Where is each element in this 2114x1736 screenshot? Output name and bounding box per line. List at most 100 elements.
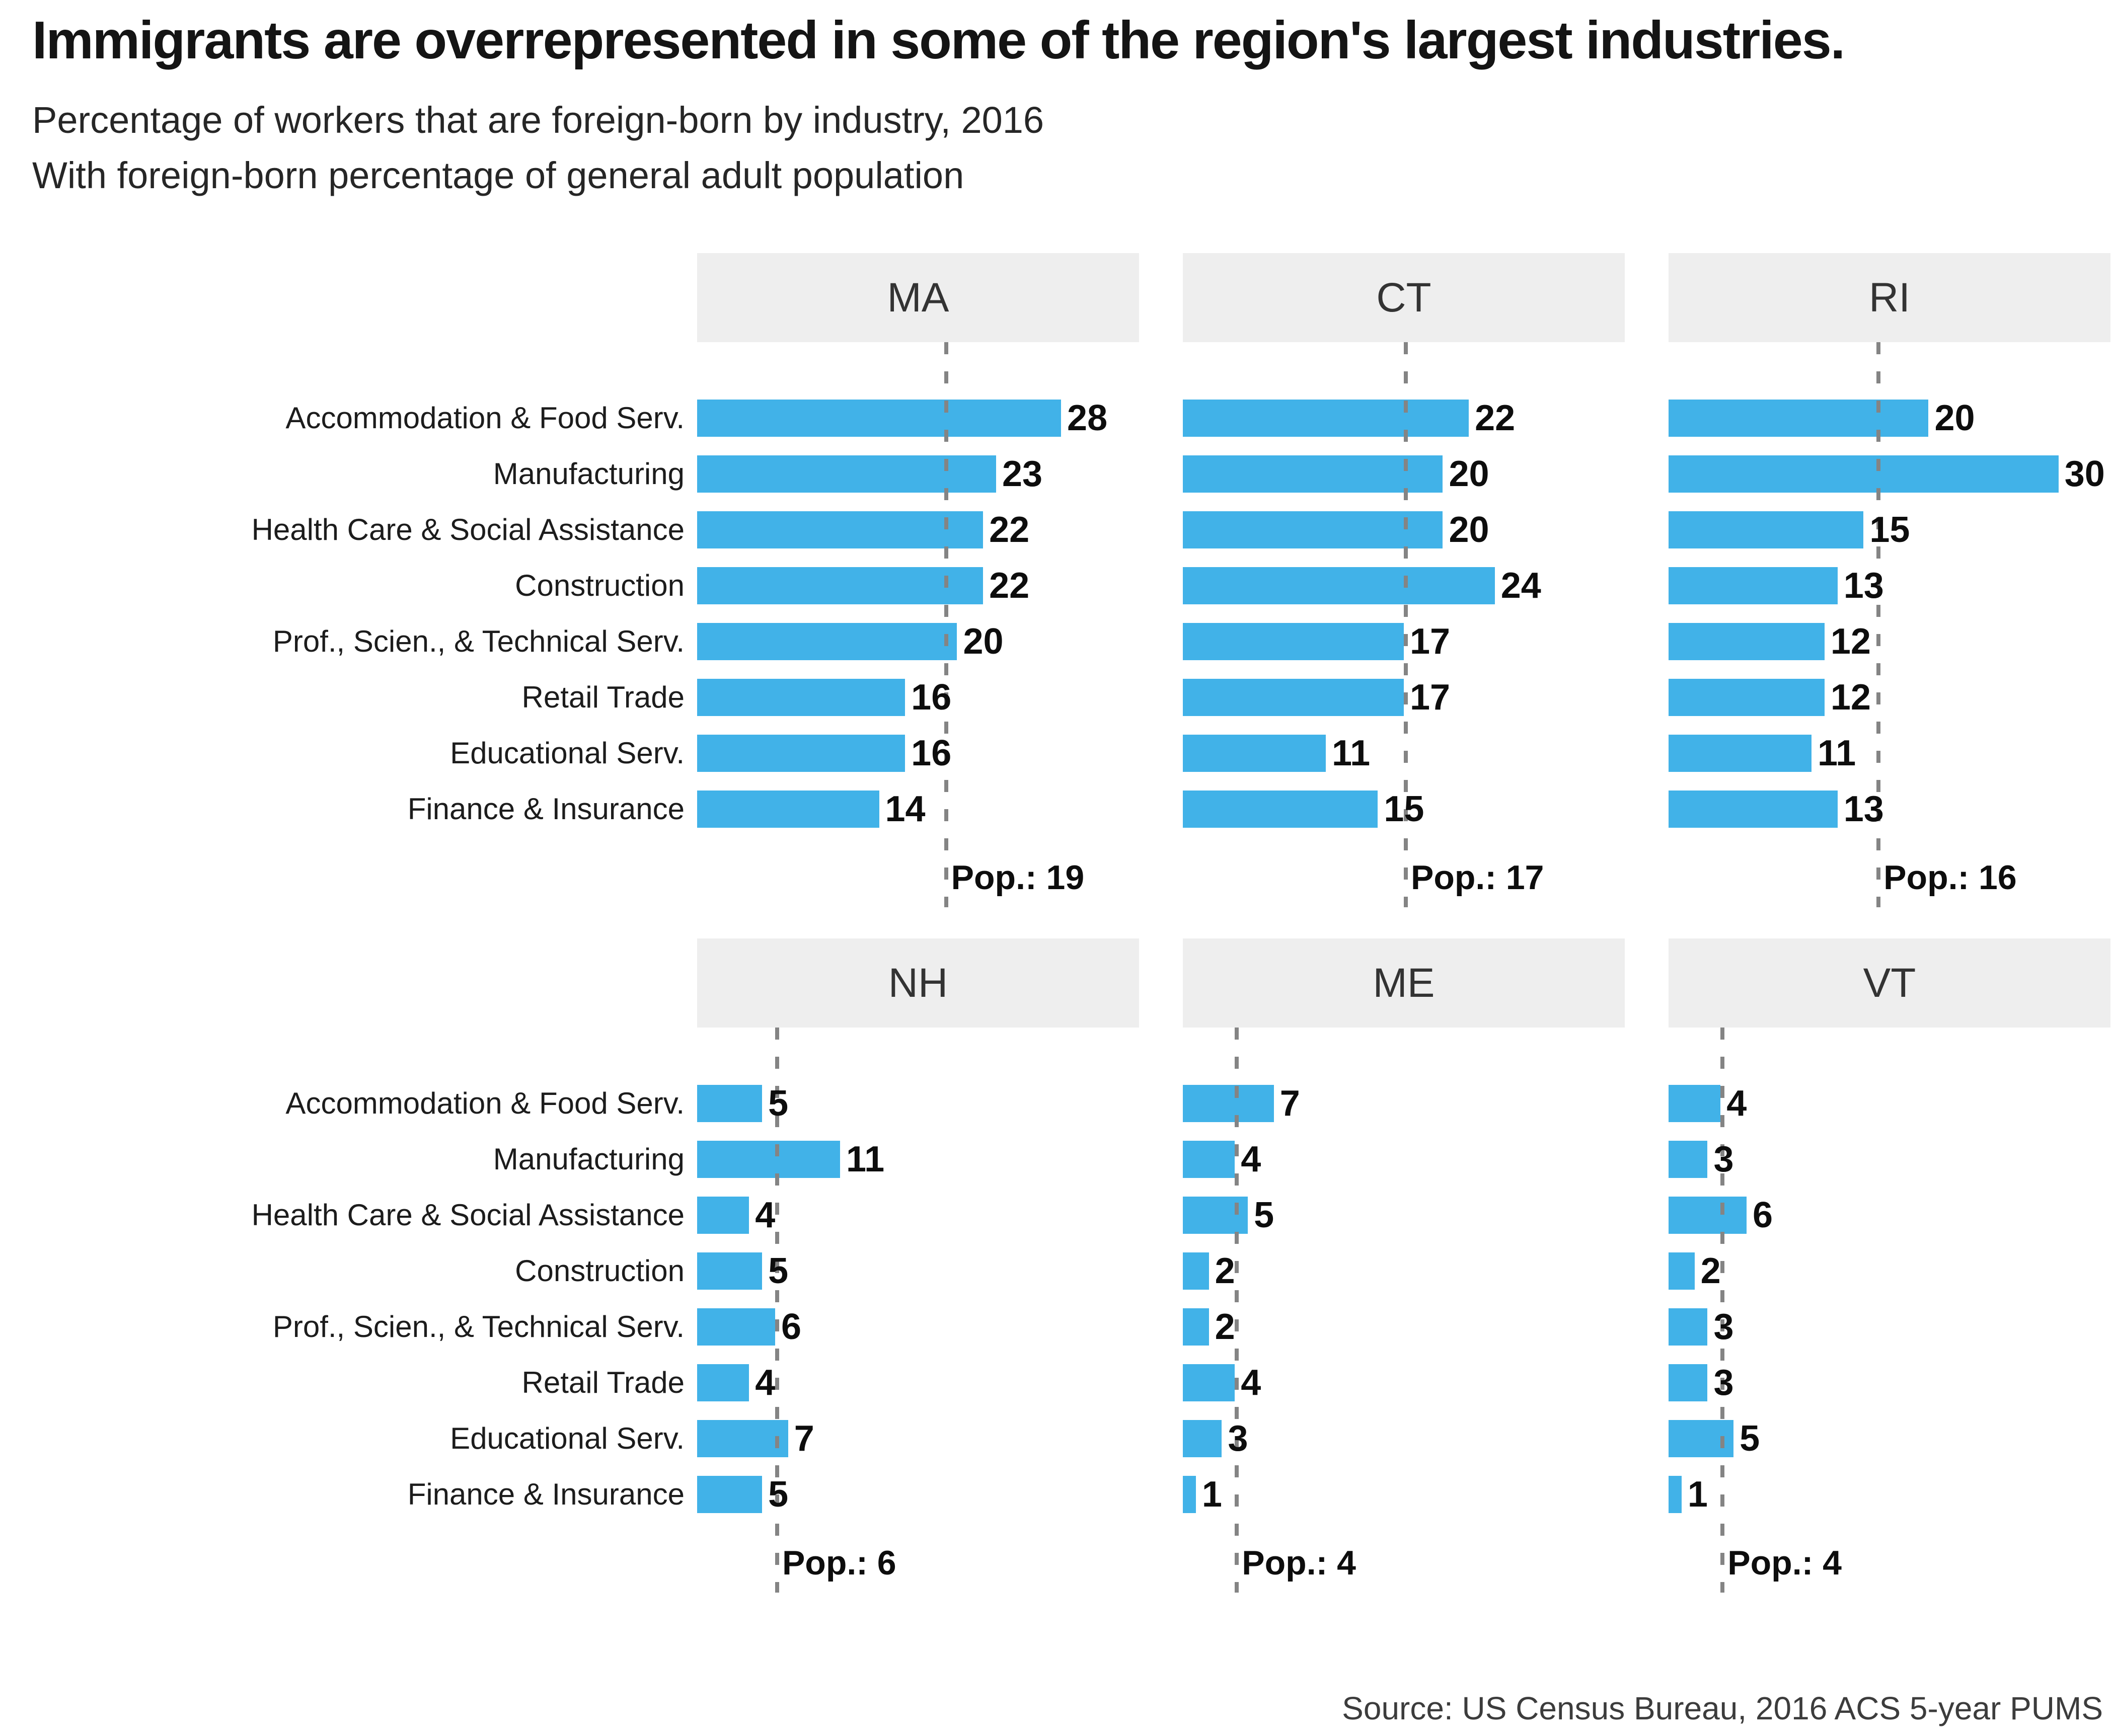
- panel-header-ma: MA: [697, 253, 1139, 342]
- value-label: 22: [989, 509, 1030, 550]
- value-label: 4: [1726, 1083, 1747, 1124]
- panel-plot-area-ct: 22 20 20 24 17 17 11 15 Pop.: 17: [1183, 342, 1625, 907]
- bar-row: 3: [1669, 1355, 2110, 1410]
- value-label: 23: [1002, 453, 1043, 494]
- value-label: 4: [1241, 1139, 1261, 1179]
- bar-row: 6: [697, 1299, 1139, 1355]
- value-label: 20: [1934, 398, 1975, 438]
- bar-nh-health-care-social-assistance: [697, 1196, 749, 1234]
- category-label: Educational Serv.: [450, 1422, 685, 1455]
- value-label: 3: [1713, 1362, 1734, 1403]
- value-label: 4: [755, 1362, 776, 1403]
- state-panel-vt: VT 4 3 6 2 3 3 5 1 Pop.: 4: [1669, 938, 2110, 1593]
- bar-row: 20: [1669, 390, 2110, 446]
- bar-ct-manufacturing: [1183, 455, 1443, 493]
- value-label: 12: [1830, 677, 1871, 718]
- category-label: Health Care & Social Assistance: [251, 1198, 685, 1232]
- value-label: 17: [1410, 621, 1451, 662]
- category-label: Accommodation & Food Serv.: [285, 1086, 685, 1120]
- bar-vt-construction: [1669, 1252, 1695, 1290]
- bar-row: 3: [1669, 1131, 2110, 1187]
- bar-row: 13: [1669, 781, 2110, 837]
- population-label: Pop.: 19: [951, 858, 1085, 897]
- panel-plot-area-nh: 5 11 4 5 6 4 7 5 Pop.: 6: [697, 1028, 1139, 1593]
- state-panel-nh: NH 5 11 4 5 6 4 7 5 Pop.: 6: [697, 938, 1139, 1593]
- bar-row: 20: [1183, 446, 1625, 502]
- value-label: 13: [1843, 788, 1884, 829]
- state-panel-ri: RI 20 30 15 13 12 12 11 13 Pop.: 16: [1669, 253, 2110, 907]
- bar-row: 4: [1669, 1075, 2110, 1131]
- category-label: Manufacturing: [493, 1142, 685, 1176]
- value-label: 12: [1830, 621, 1871, 662]
- bar-ma-educational-serv: [697, 734, 905, 772]
- bar-row: 22: [697, 502, 1139, 558]
- bar-row: 12: [1669, 669, 2110, 725]
- state-row: Accommodation & Food Serv. Manufacturing H…: [0, 938, 2114, 1593]
- bar-row: 12: [1669, 613, 2110, 669]
- population-reference-line: [944, 342, 948, 907]
- value-label: 20: [1449, 453, 1489, 494]
- value-label: 6: [781, 1306, 801, 1347]
- bar-ma-manufacturing: [697, 455, 996, 493]
- bar-row: 4: [1183, 1131, 1625, 1187]
- value-label: 11: [1332, 733, 1371, 773]
- bar-row: 11: [697, 1131, 1139, 1187]
- bar-nh-accommodation-food-serv: [697, 1084, 763, 1122]
- value-label: 3: [1713, 1139, 1734, 1179]
- category-label: Accommodation & Food Serv.: [285, 401, 685, 435]
- bar-row: 7: [1183, 1075, 1625, 1131]
- state-panel-ma: MA 28 23 22 22 20 16 16 14 Pop.: 19: [697, 253, 1139, 907]
- bar-row: 30: [1669, 446, 2110, 502]
- panel-header-ri: RI: [1669, 253, 2110, 342]
- population-label: Pop.: 4: [1242, 1544, 1356, 1582]
- bar-row: 22: [697, 558, 1139, 613]
- value-label: 7: [794, 1418, 814, 1459]
- state-panel-me: ME 7 4 5 2 2 4 3 1 Pop.: 4: [1183, 938, 1625, 1593]
- value-label: 22: [989, 565, 1030, 606]
- bars-area: 22 20 20 24 17 17 11 15: [1183, 342, 1625, 837]
- value-label: 16: [911, 733, 952, 773]
- bar-ri-health-care-social-assistance: [1669, 511, 1864, 548]
- bar-ct-finance-insurance: [1183, 790, 1378, 828]
- population-label: Pop.: 17: [1411, 858, 1544, 897]
- bar-row: 5: [697, 1466, 1139, 1522]
- category-label: Finance & Insurance: [407, 1477, 685, 1511]
- value-label: 13: [1843, 565, 1884, 606]
- value-label: 11: [846, 1139, 885, 1179]
- population-reference-line: [1720, 1028, 1725, 1593]
- bar-ma-health-care-social-assistance: [697, 511, 984, 548]
- bar-row: 4: [697, 1355, 1139, 1410]
- value-label: 11: [1818, 733, 1856, 773]
- value-label: 24: [1500, 565, 1541, 606]
- bar-ma-retail-trade: [697, 678, 905, 716]
- panel-header-nh: NH: [697, 938, 1139, 1028]
- category-label: Construction: [515, 569, 685, 602]
- state-panel-ct: CT 22 20 20 24 17 17 11 15 Pop.: 17: [1183, 253, 1625, 907]
- value-label: 6: [1752, 1195, 1773, 1235]
- bar-nh-prof-scien-technical-serv: [697, 1308, 775, 1346]
- bar-row: 5: [697, 1243, 1139, 1299]
- bar-ri-finance-insurance: [1669, 790, 1838, 828]
- category-label: Manufacturing: [493, 457, 685, 491]
- bar-row: 17: [1183, 669, 1625, 725]
- bar-me-prof-scien-technical-serv: [1183, 1308, 1209, 1346]
- population-reference-line: [775, 1028, 779, 1593]
- bar-me-construction: [1183, 1252, 1209, 1290]
- panel-header-ct: CT: [1183, 253, 1625, 342]
- bar-row: 2: [1669, 1243, 2110, 1299]
- category-labels: Accommodation & Food Serv. Manufacturing H…: [0, 253, 697, 837]
- bar-row: 13: [1669, 558, 2110, 613]
- bar-me-accommodation-food-serv: [1183, 1084, 1274, 1122]
- bar-ri-manufacturing: [1669, 455, 2059, 493]
- value-label: 20: [1449, 509, 1489, 550]
- bar-row: 15: [1183, 781, 1625, 837]
- bar-ri-construction: [1669, 567, 1838, 604]
- population-label: Pop.: 6: [782, 1544, 896, 1582]
- bars-area: 20 30 15 13 12 12 11 13: [1669, 342, 2110, 837]
- bar-nh-retail-trade: [697, 1364, 749, 1401]
- bar-me-retail-trade: [1183, 1364, 1235, 1401]
- panel-plot-area-me: 7 4 5 2 2 4 3 1 Pop.: 4: [1183, 1028, 1625, 1593]
- bar-row: 3: [1183, 1410, 1625, 1466]
